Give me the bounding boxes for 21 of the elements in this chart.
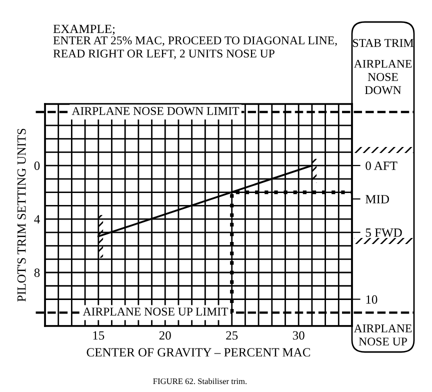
y2-tick-label: 0 AFT xyxy=(366,162,398,170)
x-axis-title: CENTER OF GRAVITY – PERCENT MAC xyxy=(86,348,310,357)
y-axis-title: PILOT'S TRIM SETTING UNITS xyxy=(17,128,26,302)
x-tick-label: 15 xyxy=(93,331,104,340)
text: STAB TRIM xyxy=(353,39,414,47)
caption: FIGURE 62. Stabiliser trim. xyxy=(153,378,247,384)
text: AIRPLANE NOSE DOWN xyxy=(354,60,412,94)
text: EXAMPLE; xyxy=(53,24,115,35)
text: ENTER AT 25% MAC, PROCEED TO DIAGONAL LINE, READ RIGHT OR LEFT, 2 UNITS NOSE UP xyxy=(53,36,337,60)
y-tick-label: 8 xyxy=(34,268,40,277)
y2-tick-label: 10 xyxy=(366,295,378,304)
y-tick-label: 0 xyxy=(34,162,40,170)
x-tick-label: 20 xyxy=(159,331,171,340)
ref-line-label: AIRPLANE NOSE UP LIMIT xyxy=(82,308,228,316)
x-tick-label: 25 xyxy=(226,331,238,340)
y2-tick-label: MID xyxy=(366,195,389,204)
y-tick-label: 4 xyxy=(34,215,40,224)
x-tick-label: 30 xyxy=(292,331,304,340)
ref-line-label: AIRPLANE NOSE DOWN LIMIT xyxy=(72,107,240,116)
y2-tick-label: 5 FWD xyxy=(366,228,402,237)
text: AIRPLANE NOSE UP xyxy=(354,324,412,346)
